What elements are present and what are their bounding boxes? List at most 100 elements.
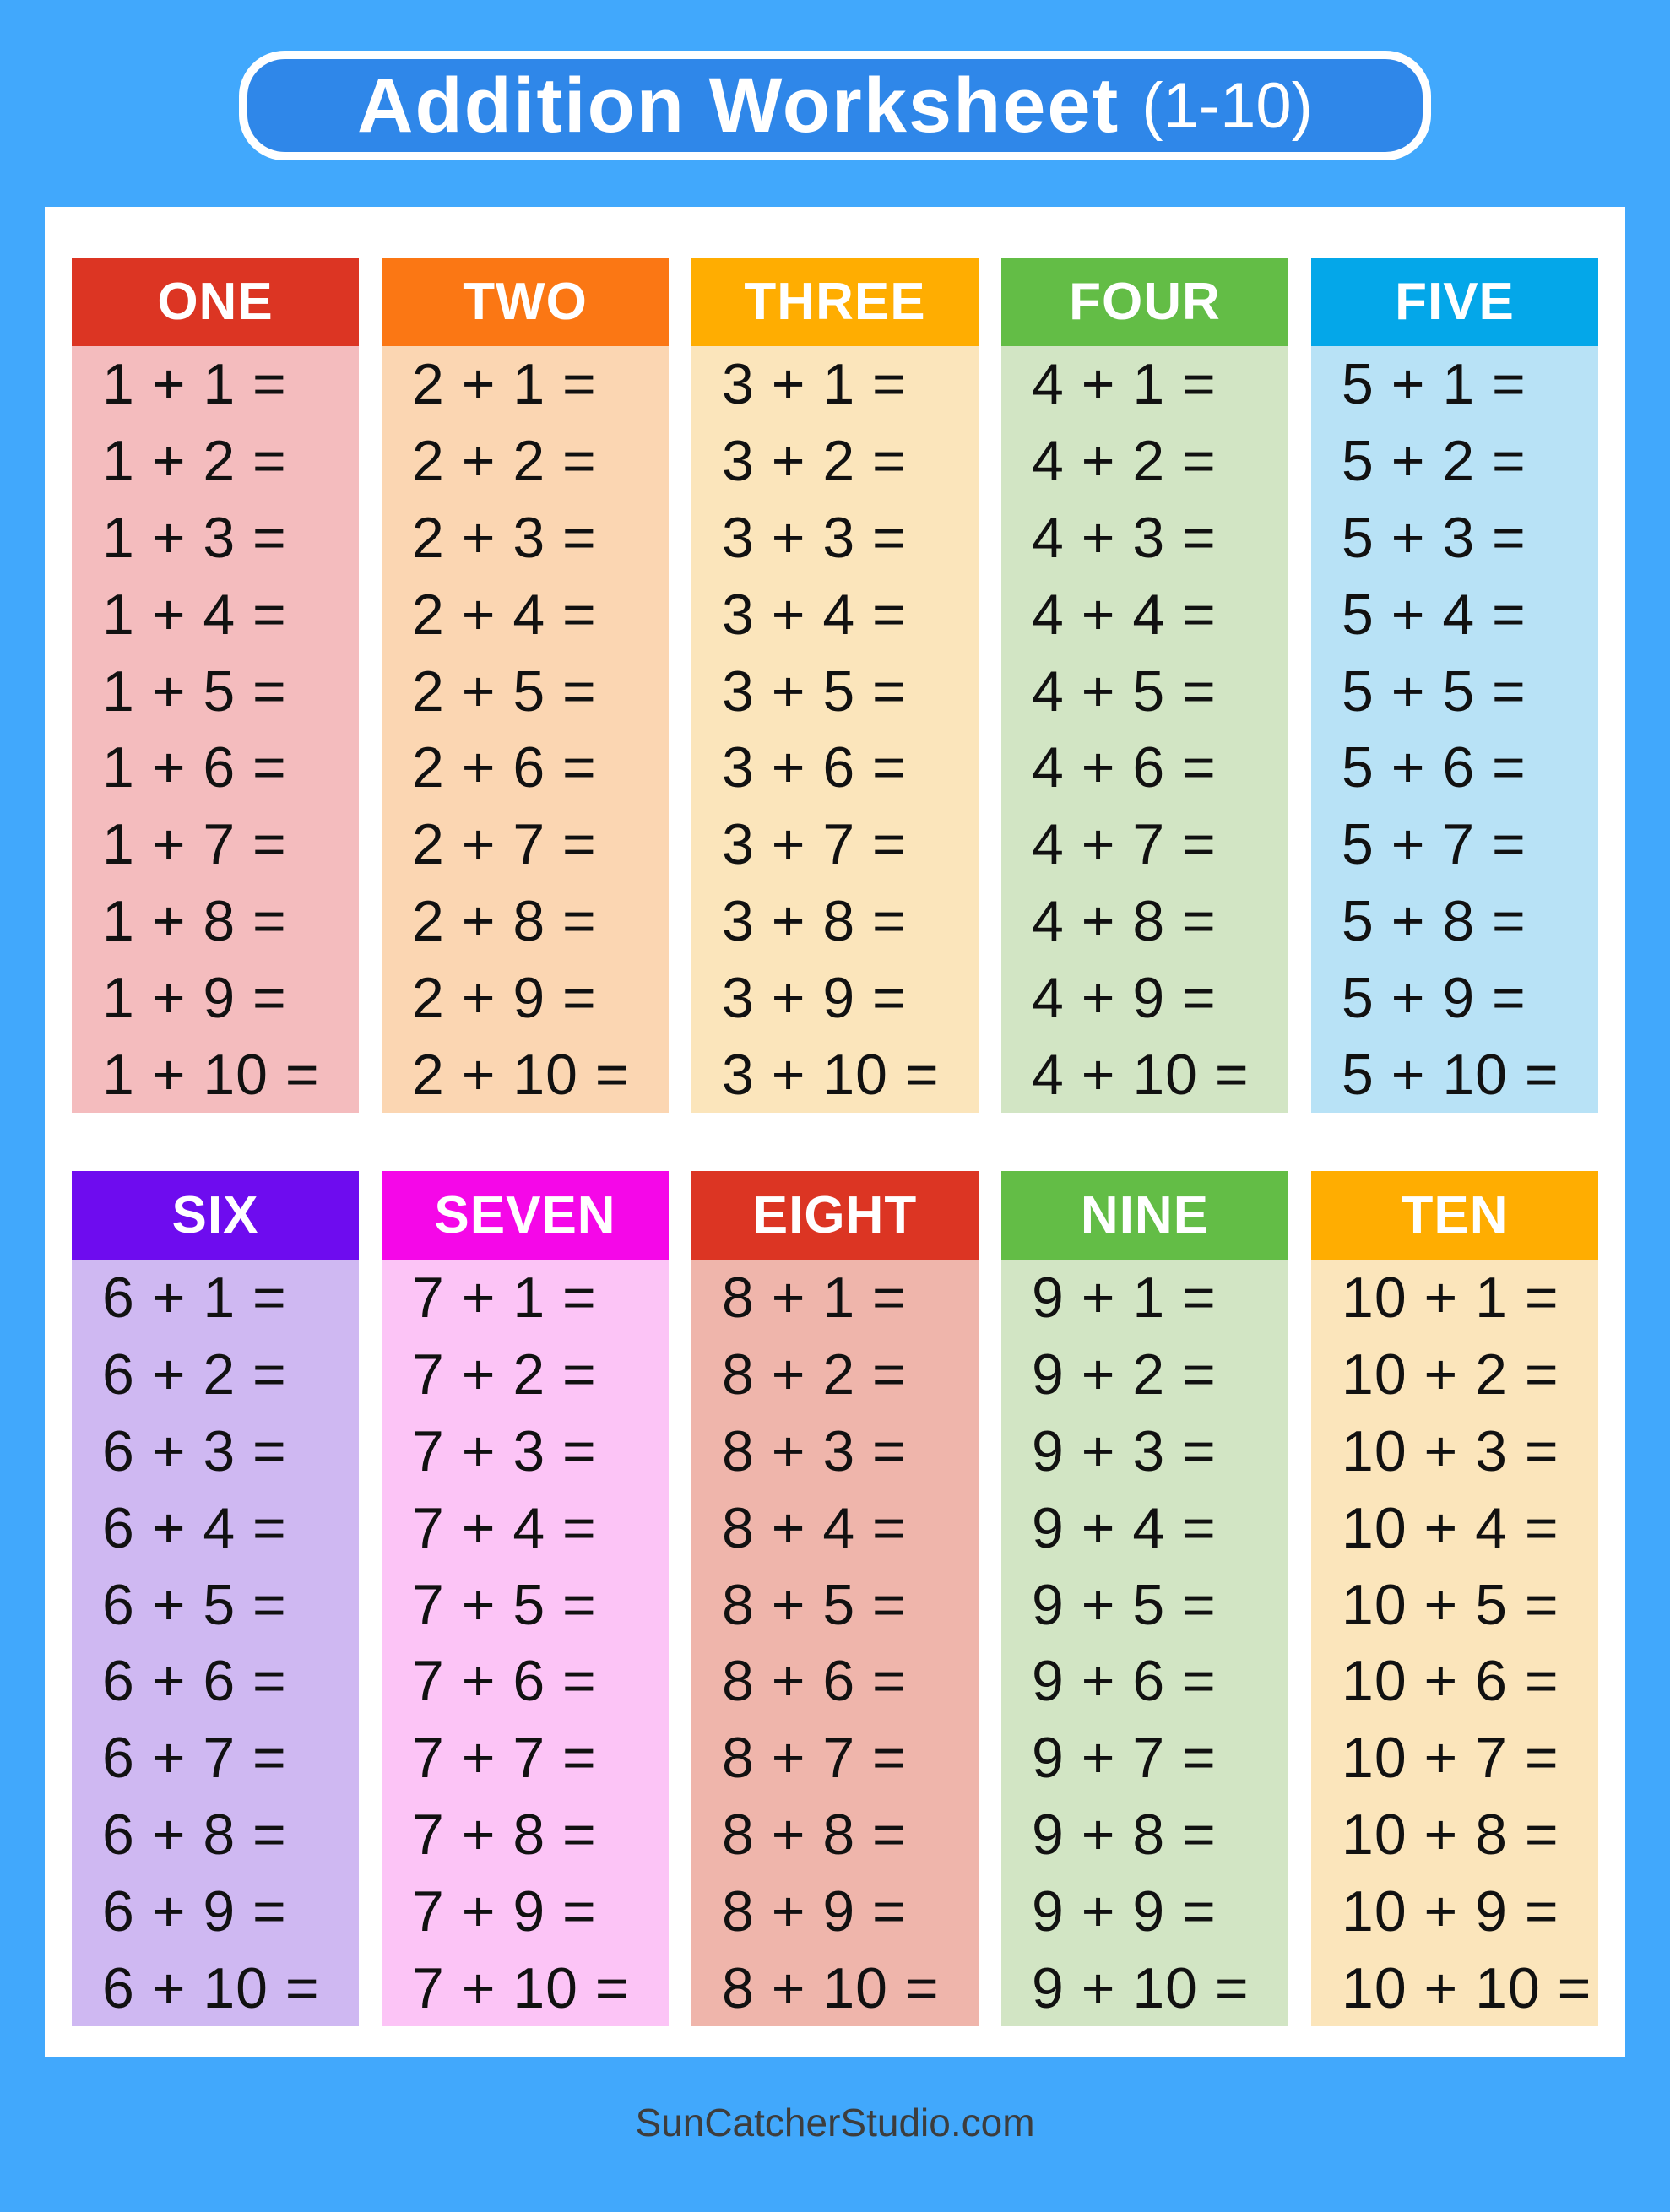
equation: 6 + 2 = (102, 1342, 287, 1407)
equation: 3 + 7 = (722, 812, 907, 877)
equation: 4 + 5 = (1032, 659, 1217, 724)
equation: 9 + 8 = (1032, 1802, 1217, 1867)
equation: 10 + 5 = (1342, 1572, 1559, 1637)
equation: 4 + 6 = (1032, 735, 1217, 800)
equation: 9 + 4 = (1032, 1495, 1217, 1560)
equation: 2 + 10 = (412, 1042, 630, 1107)
equation: 1 + 4 = (102, 582, 287, 647)
equation: 9 + 1 = (1032, 1266, 1217, 1331)
equation: 3 + 8 = (722, 888, 907, 953)
equation: 8 + 1 = (722, 1266, 907, 1331)
equation: 6 + 7 = (102, 1726, 287, 1791)
equation: 10 + 3 = (1342, 1418, 1559, 1483)
equation: 3 + 9 = (722, 965, 907, 1030)
column-four: FOUR 4 + 1 = 4 + 2 = 4 + 3 = 4 + 4 = 4 + 5 =… (1001, 258, 1288, 1113)
equation: 3 + 3 = (722, 505, 907, 570)
equation: 10 + 6 = (1342, 1649, 1559, 1714)
equation: 7 + 2 = (412, 1342, 597, 1407)
equation: 2 + 5 = (412, 659, 597, 724)
equation: 1 + 9 = (102, 965, 287, 1030)
equation: 2 + 4 = (412, 582, 597, 647)
column-ten: TEN 10 + 1 = 10 + 2 = 10 + 3 = 10 + 4 = 10 +… (1311, 1171, 1598, 2026)
equation: 9 + 3 = (1032, 1418, 1217, 1483)
equation: 8 + 9 = (722, 1879, 907, 1944)
equation: 10 + 9 = (1342, 1879, 1559, 1944)
equation: 1 + 10 = (102, 1042, 320, 1107)
equation: 9 + 9 = (1032, 1879, 1217, 1944)
equation-list: 3 + 1 = 3 + 2 = 3 + 3 = 3 + 4 = 3 + 5 = 3 + 6… (691, 346, 979, 1113)
page-title: Addition Worksheet (357, 62, 1120, 149)
equation: 7 + 7 = (412, 1726, 597, 1791)
equation: 5 + 4 = (1342, 582, 1526, 647)
equation: 2 + 2 = (412, 429, 597, 494)
equation: 2 + 9 = (412, 965, 597, 1030)
column-six: SIX 6 + 1 = 6 + 2 = 6 + 3 = 6 + 4 = 6 + 5 = 6… (72, 1171, 359, 2026)
equation: 8 + 5 = (722, 1572, 907, 1637)
equation: 7 + 4 = (412, 1495, 597, 1560)
equation: 3 + 1 = (722, 352, 907, 417)
column-two: TWO 2 + 1 = 2 + 2 = 2 + 3 = 2 + 4 = 2 + 5 = 2… (382, 258, 669, 1113)
equation-list: 10 + 1 = 10 + 2 = 10 + 3 = 10 + 4 = 10 + 5 =… (1311, 1260, 1598, 2026)
equation: 6 + 5 = (102, 1572, 287, 1637)
equation: 5 + 6 = (1342, 735, 1526, 800)
column-header: TEN (1311, 1171, 1598, 1260)
column-header: FOUR (1001, 258, 1288, 346)
equation-list: 9 + 1 = 9 + 2 = 9 + 3 = 9 + 4 = 9 + 5 = 9 + 6… (1001, 1260, 1288, 2026)
worksheet-sheet: ONE 1 + 1 = 1 + 2 = 1 + 3 = 1 + 4 = 1 + 5 = 1… (45, 207, 1625, 2057)
equation: 9 + 5 = (1032, 1572, 1217, 1637)
equation: 10 + 1 = (1342, 1266, 1559, 1331)
equation: 5 + 2 = (1342, 429, 1526, 494)
equation-list: 7 + 1 = 7 + 2 = 7 + 3 = 7 + 4 = 7 + 5 = 7 + 6… (382, 1260, 669, 2026)
column-three: THREE 3 + 1 = 3 + 2 = 3 + 3 = 3 + 4 = 3 + 5 … (691, 258, 979, 1113)
equation: 3 + 5 = (722, 659, 907, 724)
equation: 4 + 8 = (1032, 888, 1217, 953)
equation: 2 + 3 = (412, 505, 597, 570)
column-header: SEVEN (382, 1171, 669, 1260)
equation: 1 + 5 = (102, 659, 287, 724)
column-header: FIVE (1311, 258, 1598, 346)
equation: 2 + 8 = (412, 888, 597, 953)
equation: 5 + 7 = (1342, 812, 1526, 877)
equation: 4 + 9 = (1032, 965, 1217, 1030)
equation: 4 + 7 = (1032, 812, 1217, 877)
column-header: NINE (1001, 1171, 1288, 1260)
column-header: THREE (691, 258, 979, 346)
equation: 1 + 8 = (102, 888, 287, 953)
equation: 6 + 10 = (102, 1955, 320, 2020)
equation: 7 + 8 = (412, 1802, 597, 1867)
column-header: ONE (72, 258, 359, 346)
equation: 4 + 2 = (1032, 429, 1217, 494)
footer-text: SunCatcherStudio.com (635, 2101, 1035, 2144)
equation: 9 + 6 = (1032, 1649, 1217, 1714)
column-header: TWO (382, 258, 669, 346)
equation: 8 + 7 = (722, 1726, 907, 1791)
equation-list: 6 + 1 = 6 + 2 = 6 + 3 = 6 + 4 = 6 + 5 = 6 + 6… (72, 1260, 359, 2026)
equation-list: 1 + 1 = 1 + 2 = 1 + 3 = 1 + 4 = 1 + 5 = 1 + 6… (72, 346, 359, 1113)
column-one: ONE 1 + 1 = 1 + 2 = 1 + 3 = 1 + 4 = 1 + 5 = 1… (72, 258, 359, 1113)
worksheet-row-1: ONE 1 + 1 = 1 + 2 = 1 + 3 = 1 + 4 = 1 + 5 = 1… (45, 258, 1625, 1113)
column-nine: NINE 9 + 1 = 9 + 2 = 9 + 3 = 9 + 4 = 9 + 5 =… (1001, 1171, 1288, 2026)
equation: 10 + 10 = (1342, 1955, 1592, 2020)
equation: 7 + 3 = (412, 1418, 597, 1483)
equation: 7 + 6 = (412, 1649, 597, 1714)
worksheet-title-box: Addition Worksheet (1-10) (239, 51, 1431, 160)
equation: 1 + 6 = (102, 735, 287, 800)
equation: 1 + 3 = (102, 505, 287, 570)
equation: 5 + 5 = (1342, 659, 1526, 724)
equation: 2 + 1 = (412, 352, 597, 417)
column-header: EIGHT (691, 1171, 979, 1260)
equation: 7 + 10 = (412, 1955, 630, 2020)
equation: 9 + 7 = (1032, 1726, 1217, 1791)
equation: 5 + 9 = (1342, 965, 1526, 1030)
equation: 10 + 4 = (1342, 1495, 1559, 1560)
equation: 10 + 8 = (1342, 1802, 1559, 1867)
equation: 7 + 1 = (412, 1266, 597, 1331)
equation: 7 + 9 = (412, 1879, 597, 1944)
equation: 5 + 1 = (1342, 352, 1526, 417)
column-seven: SEVEN 7 + 1 = 7 + 2 = 7 + 3 = 7 + 4 = 7 + 5 … (382, 1171, 669, 2026)
equation: 2 + 7 = (412, 812, 597, 877)
equation: 5 + 3 = (1342, 505, 1526, 570)
column-header: SIX (72, 1171, 359, 1260)
equation: 6 + 9 = (102, 1879, 287, 1944)
equation: 8 + 8 = (722, 1802, 907, 1867)
